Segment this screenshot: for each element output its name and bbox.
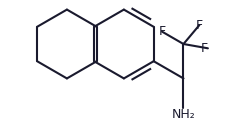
Text: NH₂: NH₂ (172, 108, 195, 121)
Text: F: F (159, 25, 166, 38)
Text: F: F (201, 42, 208, 55)
Text: F: F (196, 19, 203, 31)
